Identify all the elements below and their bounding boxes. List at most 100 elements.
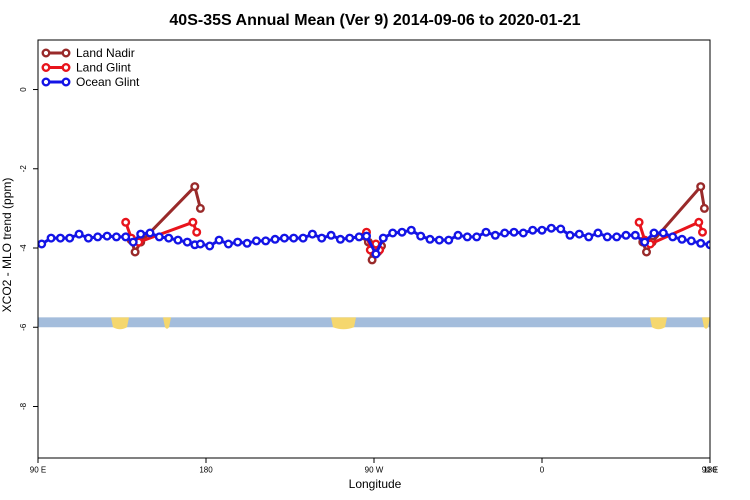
data-point — [74, 229, 84, 239]
data-point — [317, 233, 327, 243]
data-point — [621, 230, 631, 240]
y-tick-label: -6 — [19, 323, 28, 331]
data-point — [444, 235, 454, 245]
data-point — [518, 228, 528, 238]
series-land-nadir — [126, 182, 709, 265]
legend-label: Land Glint — [76, 61, 131, 75]
data-point — [649, 228, 659, 238]
data-point — [307, 229, 317, 239]
land-ocean-strip — [38, 317, 710, 330]
data-point — [121, 232, 131, 242]
data-point — [121, 217, 131, 227]
data-point — [214, 235, 224, 245]
x-tick-label: 180 — [703, 466, 717, 475]
y-tick-label: -8 — [19, 402, 28, 410]
series-ocean-glint — [38, 223, 710, 259]
data-point — [696, 238, 706, 248]
data-point — [93, 232, 103, 242]
data-point — [46, 233, 56, 243]
data-point — [190, 182, 200, 192]
data-point — [677, 234, 687, 244]
data-point — [574, 229, 584, 239]
data-point — [192, 227, 202, 237]
legend-item: Land Glint — [41, 61, 131, 75]
data-point — [154, 232, 164, 242]
legend-marker — [41, 77, 51, 87]
data-point — [556, 224, 566, 234]
data-point — [279, 233, 289, 243]
data-point — [658, 228, 668, 238]
y-axis: 0 -2 -4 -6 -8 — [19, 87, 38, 410]
data-point — [546, 223, 556, 233]
data-point — [111, 232, 121, 242]
y-tick-label: -4 — [19, 244, 28, 252]
data-point — [362, 231, 372, 241]
y-tick-label: -2 — [19, 165, 28, 173]
data-point — [136, 229, 146, 239]
data-point — [195, 203, 205, 213]
data-point — [537, 225, 547, 235]
data-point — [223, 239, 233, 249]
data-point — [584, 232, 594, 242]
data-point — [182, 237, 192, 247]
legend-label: Ocean Glint — [76, 75, 140, 89]
data-point — [686, 236, 696, 246]
data-point — [270, 234, 280, 244]
data-point — [699, 203, 709, 213]
data-point — [38, 239, 47, 249]
data-point — [130, 247, 140, 257]
data-point — [354, 232, 364, 242]
data-point — [55, 233, 65, 243]
data-point — [397, 227, 407, 237]
data-point — [261, 236, 271, 246]
land-shape-0 — [111, 317, 129, 330]
data-point — [642, 247, 652, 257]
legend-item: Ocean Glint — [41, 75, 140, 89]
data-point — [335, 234, 345, 244]
data-point — [490, 230, 500, 240]
data-point — [242, 238, 252, 248]
legend-marker — [61, 62, 71, 72]
data-point — [173, 235, 183, 245]
data-point — [612, 232, 622, 242]
legend-label: Land Nadir — [76, 46, 135, 60]
data-point — [462, 232, 472, 242]
data-point — [195, 239, 205, 249]
data-point — [509, 227, 519, 237]
data-point — [694, 217, 704, 227]
data-point — [371, 249, 381, 259]
x-tick-label: 180 — [199, 466, 213, 475]
data-point — [630, 230, 640, 240]
data-point — [128, 237, 138, 247]
data-point — [83, 233, 93, 243]
data-point — [406, 225, 416, 235]
data-point — [565, 230, 575, 240]
legend-marker — [41, 48, 51, 58]
data-point — [696, 182, 706, 192]
data-point — [251, 236, 261, 246]
data-point — [453, 230, 463, 240]
data-point — [164, 233, 174, 243]
land-shape-2 — [331, 317, 356, 330]
x-tick-label: 90 W — [365, 466, 384, 475]
data-point — [425, 234, 435, 244]
data-point — [102, 231, 112, 241]
data-point — [205, 241, 215, 251]
x-tick-label: 0 — [540, 466, 545, 475]
land-shape-1 — [163, 317, 171, 329]
chart-title: 40S-35S Annual Mean (Ver 9) 2014-09-06 t… — [169, 12, 580, 29]
data-point — [698, 227, 708, 237]
legend-marker — [61, 77, 71, 87]
land-shape-3 — [650, 317, 667, 330]
data-point — [378, 233, 388, 243]
data-point — [640, 237, 650, 247]
data-point — [388, 228, 398, 238]
data-point — [188, 217, 198, 227]
x-tick-label: 90 E — [702, 466, 718, 475]
x-tick-label: 90 E — [30, 466, 46, 475]
data-point — [500, 228, 510, 238]
data-point — [528, 225, 538, 235]
